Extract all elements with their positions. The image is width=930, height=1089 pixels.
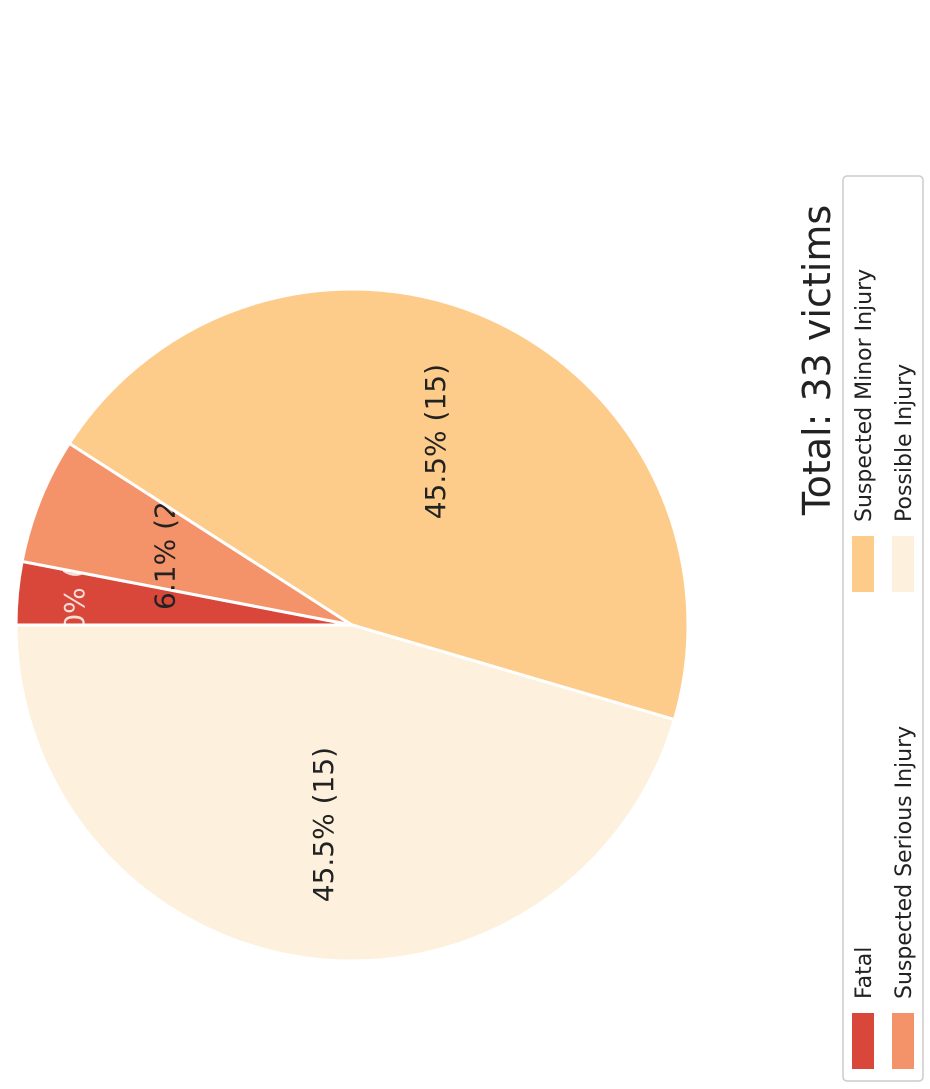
legend-label-suspected-minor-injury: Suspected Minor Injury	[852, 269, 877, 522]
legend: Fatal Suspected Serious Injury Suspected…	[842, 175, 924, 1082]
legend-swatch-possible-injury	[892, 536, 914, 592]
legend-label-fatal: Fatal	[852, 947, 877, 999]
legend-swatch-suspected-minor-injury	[852, 536, 874, 592]
pie-slice-suspected-minor-injury	[67, 287, 690, 722]
legend-label-suspected-serious-injury: Suspected Serious Injury	[892, 726, 917, 999]
chart-title: Total: 33 victims	[795, 205, 839, 516]
legend-swatch-suspected-serious-injury	[892, 1013, 914, 1069]
pie-label-possible-injury: 45.5% (15)	[307, 747, 340, 902]
legend-label-possible-injury: Possible Injury	[892, 364, 917, 522]
pie-group: 3.0% (1) 6.1% (2)45.5% (15)45.5% (15)	[14, 287, 690, 963]
pie-slice-suspected-serious-injury	[20, 441, 353, 627]
legend-swatch-fatal	[852, 1013, 874, 1069]
legend-box	[842, 175, 924, 1082]
pie-slice-possible-injury	[14, 623, 677, 963]
pie-label-suspected-minor-injury: 45.5% (15)	[419, 364, 452, 519]
